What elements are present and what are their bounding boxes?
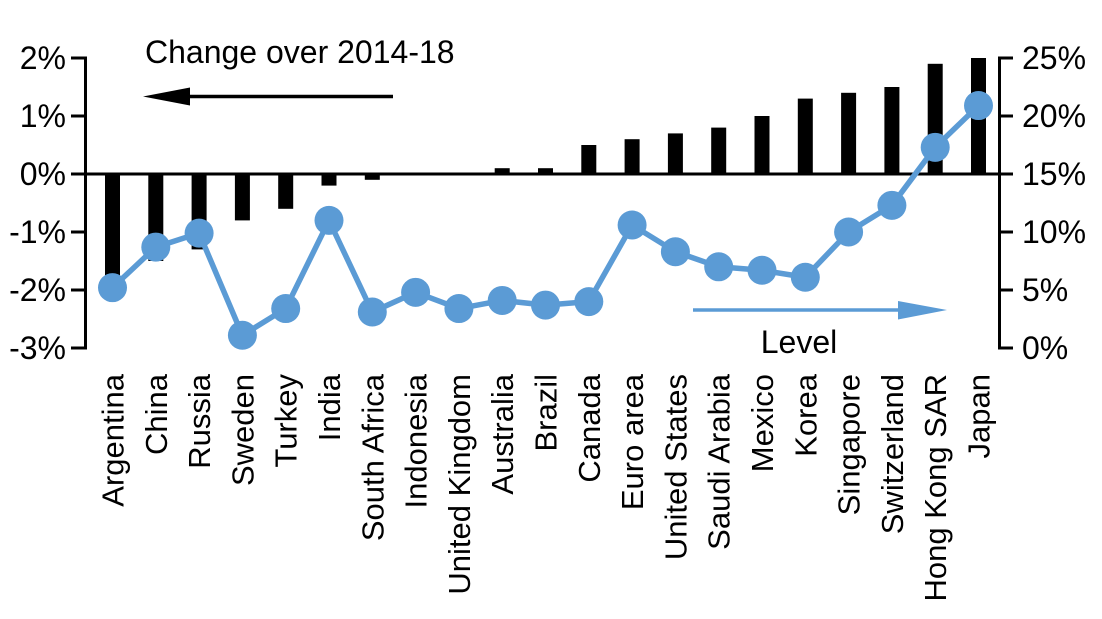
category-label: Japan [962, 374, 997, 458]
right-arrow [693, 301, 947, 320]
right-axis-tick-label: 20% [1022, 98, 1086, 134]
category-label: Brazil [529, 374, 564, 452]
change-bar [581, 145, 597, 174]
category-label: Indonesia [399, 373, 434, 508]
change-bar [321, 174, 337, 186]
category-label: United States [658, 374, 693, 560]
change-bar [624, 139, 640, 174]
category-label: Sweden [225, 374, 260, 486]
left-axis-tick-label: -3% [9, 330, 66, 366]
level-marker [747, 255, 777, 285]
category-label: Singapore [832, 374, 867, 515]
level-marker [141, 232, 171, 262]
change-bar [538, 168, 553, 174]
level-marker [444, 294, 474, 324]
level-marker [704, 252, 734, 282]
change-bar [797, 98, 813, 174]
category-label: Switzerland [875, 374, 910, 534]
level-marker [314, 205, 344, 235]
level-marker [401, 277, 431, 307]
left-axis-tick-label: 1% [20, 98, 66, 134]
right-axis-tick-label: 0% [1022, 330, 1068, 366]
change-bar [711, 127, 727, 174]
change-bars-series [105, 58, 986, 279]
category-label: Mexico [745, 374, 780, 472]
line-series-label: Level [761, 324, 838, 360]
level-marker [964, 91, 993, 121]
level-marker [790, 262, 820, 292]
category-label: Euro area [615, 373, 650, 510]
left-axis-tick-labels: 2% 1% 0% -1% -2% -3% [9, 40, 66, 366]
left-arrow [143, 87, 393, 106]
category-label: South Africa [355, 373, 390, 541]
level-marker [271, 294, 301, 324]
category-labels: Argentina China Russia Sweden Turkey India Sou… [96, 373, 997, 601]
change-bar [364, 174, 380, 180]
change-bar [105, 174, 120, 279]
right-axis-tick-label: 5% [1022, 272, 1068, 308]
level-line-series [98, 91, 993, 350]
level-marker [660, 237, 690, 267]
change-bar [234, 174, 250, 221]
left-axis-ticks [71, 56, 84, 350]
category-label: Russia [182, 373, 217, 469]
change-bar [754, 116, 770, 174]
right-axis-tick-label: 25% [1022, 40, 1086, 76]
left-axis-tick-label: 2% [20, 40, 66, 76]
left-axis-tick-label: -1% [9, 214, 66, 250]
right-axis-tick-label: 10% [1022, 214, 1086, 250]
category-label: Saudi Arabia [702, 373, 737, 550]
level-marker [834, 217, 864, 247]
category-label: China [139, 373, 174, 455]
right-axis-tick-label: 15% [1022, 156, 1086, 192]
category-label: Australia [485, 373, 520, 494]
category-label: Argentina [96, 373, 131, 506]
level-marker [920, 132, 950, 162]
right-axis-tick-labels: 25% 20% 15% 10% 5% 0% [1022, 40, 1086, 366]
change-bar [667, 133, 683, 174]
level-marker [531, 290, 560, 320]
change-bar [841, 92, 857, 174]
category-label: Hong Kong SAR [918, 374, 953, 601]
level-marker [877, 190, 907, 220]
bar-series-label: Change over 2014-18 [145, 34, 455, 70]
left-axis-tick-label: 0% [20, 156, 66, 192]
change-bar [494, 168, 510, 174]
change-bar [278, 174, 294, 209]
category-label: Turkey [269, 374, 304, 468]
right-axis-ticks [1001, 56, 1013, 350]
category-label: Canada [572, 373, 607, 482]
level-marker [487, 285, 517, 315]
category-label: India [312, 373, 347, 441]
level-marker [617, 210, 647, 240]
level-marker [357, 297, 387, 327]
level-marker [227, 320, 257, 350]
category-label: United Kingdom [442, 374, 477, 595]
level-marker [184, 218, 214, 248]
left-axis-tick-label: -2% [9, 272, 66, 308]
change-bar [884, 87, 900, 174]
category-label: Korea [788, 373, 823, 456]
level-marker [98, 273, 127, 303]
level-marker [574, 287, 604, 317]
